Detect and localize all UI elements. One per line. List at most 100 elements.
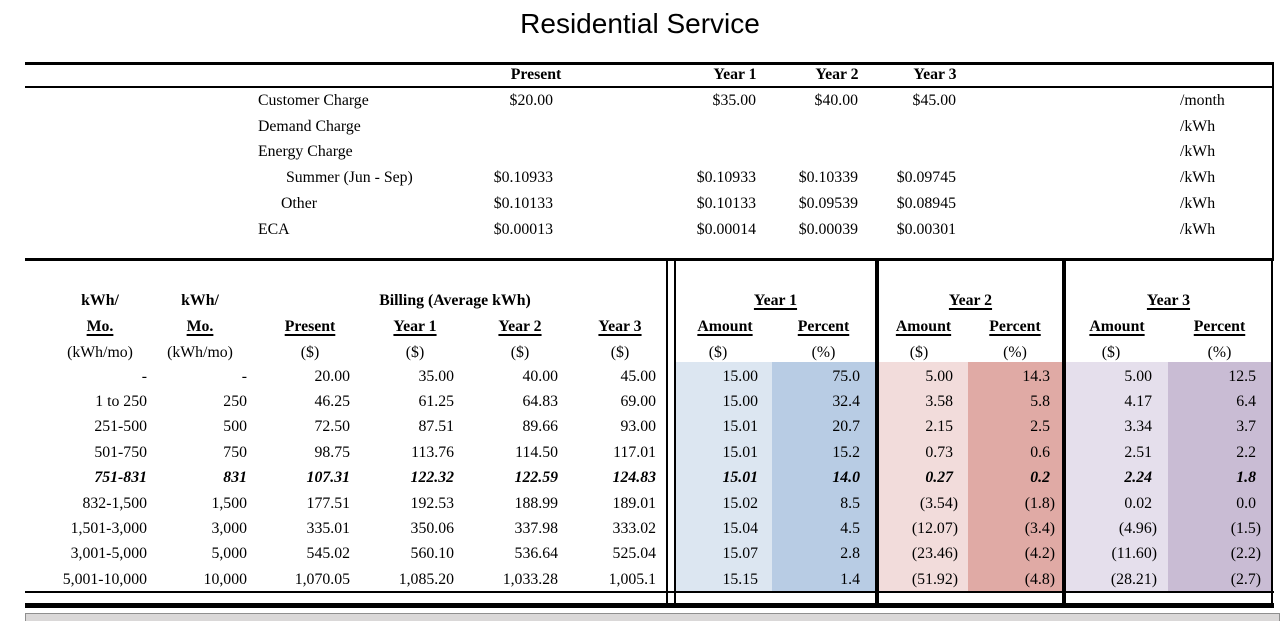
rate-year2-cell: $0.09539 bbox=[798, 194, 858, 212]
year1-amount-cell: 15.01 bbox=[722, 469, 758, 487]
year2-amount-cell: (12.07) bbox=[911, 519, 958, 537]
kwh-col1-header-line2: Mo. bbox=[86, 318, 114, 335]
year3-billing-cell: 333.02 bbox=[612, 519, 656, 537]
rate-year3-cell: $0.00301 bbox=[896, 220, 956, 238]
rate-header-year3: Year 3 bbox=[913, 66, 957, 83]
present-billing-cell: 177.51 bbox=[306, 494, 350, 512]
kwh-col2-header-line2: Mo. bbox=[186, 318, 214, 335]
year3-percent-cell: (2.7) bbox=[1230, 570, 1261, 588]
year1-percent-cell: 32.4 bbox=[832, 392, 860, 410]
year3-billing-cell: 189.01 bbox=[612, 494, 656, 512]
year2-billing-cell: 122.59 bbox=[514, 469, 558, 487]
year1-percent-cell: 8.5 bbox=[840, 494, 860, 512]
year1-billing-cell: 87.51 bbox=[418, 418, 454, 436]
billing-table-row: 1 to 250 250 46.25 61.25 64.83 69.00 15.… bbox=[0, 389, 1280, 414]
year2-amount-cell: 2.15 bbox=[925, 418, 953, 436]
kwh-cell: 3,000 bbox=[211, 519, 247, 537]
year1-percent-cell: 14.0 bbox=[832, 469, 860, 487]
rate-table-header-rule bbox=[25, 86, 1274, 88]
year1-billing-cell: 560.10 bbox=[410, 545, 454, 563]
year3-percent-cell: 6.4 bbox=[1236, 392, 1256, 410]
billing-col-present: Present bbox=[284, 318, 336, 335]
kwh-cell: - bbox=[241, 367, 247, 385]
year3-amount-shade bbox=[1066, 362, 1168, 591]
year3-amount-cell: 2.24 bbox=[1124, 469, 1152, 487]
rate-unit-cell: /kWh bbox=[1180, 117, 1216, 135]
year1-percent-cell: 75.0 bbox=[832, 367, 860, 385]
rate-table-row: Customer Charge $20.00 $35.00 $40.00 $45… bbox=[0, 88, 1280, 114]
rate-present-cell: $0.10133 bbox=[493, 194, 553, 212]
year2-amount-cell: (51.92) bbox=[911, 570, 958, 588]
billing-group-header: Billing (Average kWh) bbox=[379, 292, 531, 309]
year3-amount-cell: 0.02 bbox=[1124, 494, 1152, 512]
year2-billing-cell: 536.64 bbox=[514, 545, 558, 563]
year2-amount-header: Amount bbox=[895, 318, 952, 335]
year1-percent-cell: 2.8 bbox=[840, 545, 860, 563]
kwh-col2-header-line1: kWh/ bbox=[181, 292, 219, 309]
kwh-col1-unit: (kWh/mo) bbox=[67, 344, 133, 361]
year1-amount-cell: 15.01 bbox=[722, 443, 758, 461]
year3-amount-cell: (28.21) bbox=[1110, 570, 1157, 588]
range-cell: - bbox=[141, 367, 147, 385]
range-cell: 251-500 bbox=[94, 418, 147, 436]
year2-amount-cell: (23.46) bbox=[911, 545, 958, 563]
rate-year3-cell: $45.00 bbox=[912, 92, 956, 109]
rate-label-cell: ECA bbox=[258, 220, 290, 238]
year2-billing-cell: 337.98 bbox=[514, 519, 558, 537]
rate-table-right-border bbox=[1272, 62, 1274, 259]
rate-table-row: Summer (Jun - Sep) $0.10933 $0.10933 $0.… bbox=[0, 165, 1280, 191]
billing-table-row: 5,001-10,000 10,000 1,070.05 1,085.20 1,… bbox=[0, 567, 1280, 592]
bottom-gray-bar bbox=[25, 613, 1280, 621]
present-billing-cell: 98.75 bbox=[314, 443, 350, 461]
billing-table-bottom-border bbox=[25, 603, 1274, 608]
present-billing-cell: 72.50 bbox=[314, 418, 350, 436]
year3-billing-cell: 69.00 bbox=[620, 392, 656, 410]
present-billing-cell: 107.31 bbox=[306, 469, 350, 487]
year3-amount-cell: 3.34 bbox=[1124, 418, 1152, 436]
mid-separator-line bbox=[25, 258, 1274, 261]
year3-percent-shade bbox=[1168, 362, 1271, 591]
year1-percent-sub: (%) bbox=[811, 344, 836, 361]
year3-percent-cell: 3.7 bbox=[1236, 418, 1256, 436]
rate-year2-cell: $40.00 bbox=[814, 92, 858, 109]
rate-year1-cell: $35.00 bbox=[712, 92, 756, 109]
year3-amount-cell: (4.96) bbox=[1118, 519, 1157, 537]
rate-unit-cell: /kWh bbox=[1180, 143, 1216, 161]
rate-table-top-border bbox=[25, 62, 1274, 65]
year2-percent-cell: (4.2) bbox=[1024, 545, 1055, 563]
kwh-cell: 1,500 bbox=[211, 494, 247, 512]
year2-percent-sub: (%) bbox=[1003, 344, 1027, 361]
year3-dollar-sub: ($) bbox=[610, 344, 630, 361]
rate-label-cell: Customer Charge bbox=[258, 92, 369, 109]
year1-amount-cell: 15.01 bbox=[722, 418, 758, 436]
year2-billing-cell: 1,033.28 bbox=[502, 570, 558, 588]
rate-present-cell: $0.10933 bbox=[493, 169, 553, 187]
year2-amount-sub: ($) bbox=[909, 344, 929, 361]
year3-amount-cell: (11.60) bbox=[1111, 545, 1157, 563]
year3-percent-cell: 1.8 bbox=[1236, 469, 1256, 487]
rate-table-row: Demand Charge /kWh bbox=[0, 114, 1280, 140]
year3-percent-cell: 12.5 bbox=[1228, 367, 1256, 385]
present-billing-cell: 1,070.05 bbox=[294, 570, 350, 588]
billing-table-row: - - 20.00 35.00 40.00 45.00 15.00 75.0 5… bbox=[0, 364, 1280, 389]
year3-amount-header: Amount bbox=[1089, 318, 1145, 335]
rate-unit-cell: /kWh bbox=[1180, 194, 1216, 212]
rate-header-year1: Year 1 bbox=[713, 66, 757, 83]
main-section-right-border bbox=[666, 258, 668, 607]
year3-amount-cell: 4.17 bbox=[1124, 392, 1152, 410]
billing-table-row: 1,501-3,000 3,000 335.01 350.06 337.98 3… bbox=[0, 516, 1280, 541]
billing-header-row-1: kWh/ kWh/ Billing (Average kWh) Year 1 Y… bbox=[0, 288, 1280, 313]
rate-table-header-row: Present Year 1 Year 2 Year 3 bbox=[0, 63, 1280, 87]
range-cell: 751-831 bbox=[94, 469, 147, 487]
year3-percent-header: Percent bbox=[1193, 318, 1246, 335]
year1-amount-cell: 15.07 bbox=[722, 545, 758, 563]
year2-percent-cell: (3.4) bbox=[1024, 519, 1055, 537]
rate-table-row: Energy Charge /kWh bbox=[0, 139, 1280, 165]
year3-billing-cell: 117.01 bbox=[613, 443, 656, 461]
page-title: Residential Service bbox=[520, 8, 760, 39]
year2-amount-cell: 5.00 bbox=[925, 367, 953, 385]
year3-billing-cell: 124.83 bbox=[612, 469, 656, 487]
year1-amount-cell: 15.00 bbox=[722, 367, 758, 385]
rate-year2-cell: $0.00039 bbox=[798, 220, 858, 238]
